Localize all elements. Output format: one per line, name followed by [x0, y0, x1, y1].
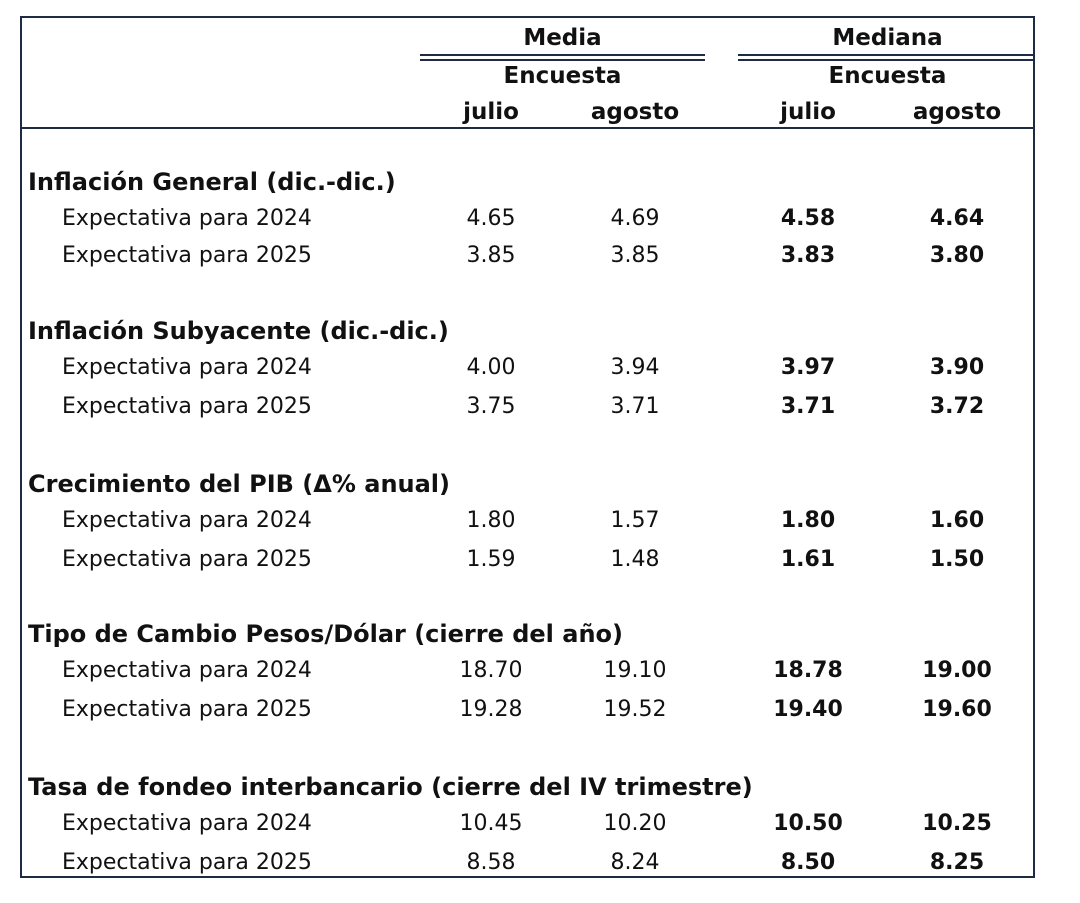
- row-label: Expectativa para 2024: [62, 355, 312, 380]
- mediana-agosto-value: 1.60: [929, 508, 985, 533]
- media-julio-value: 18.70: [459, 658, 523, 683]
- mediana-julio-value: 18.78: [773, 658, 843, 683]
- mediana-agosto-value: 19.60: [922, 697, 992, 722]
- media-julio-header: julio: [463, 99, 519, 125]
- mediana-agosto-value: 8.25: [929, 850, 985, 875]
- mediana-julio-value: 3.83: [780, 243, 836, 268]
- mediana-header: Mediana: [832, 25, 943, 51]
- row-label: Expectativa para 2025: [62, 243, 312, 268]
- mediana-julio-value: 3.71: [780, 394, 836, 419]
- mediana-julio-value: 3.97: [780, 355, 836, 380]
- media-julio-value: 3.85: [466, 243, 516, 268]
- mediana-double-rule: [738, 54, 1035, 61]
- mediana-julio-value: 4.58: [780, 206, 836, 231]
- media-julio-value: 8.58: [466, 850, 516, 875]
- mediana-agosto-value: 19.00: [922, 658, 992, 683]
- mediana-agosto-header: agosto: [912, 99, 1002, 125]
- row-label: Expectativa para 2024: [62, 508, 312, 533]
- mediana-julio-value: 8.50: [780, 850, 836, 875]
- section-title-crecimiento-pib: Crecimiento del PIB (Δ% anual): [28, 470, 451, 498]
- media-agosto-header: agosto: [590, 99, 680, 125]
- media-agosto-value: 19.52: [603, 697, 667, 722]
- mediana-agosto-value: 3.90: [929, 355, 985, 380]
- row-label: Expectativa para 2025: [62, 547, 312, 572]
- section-title-tipo-de-cambio: Tipo de Cambio Pesos/Dólar (cierre del a…: [28, 620, 623, 648]
- section-title-inflacion-general: Inflación General (dic.-dic.): [28, 168, 396, 196]
- media-julio-value: 10.45: [459, 811, 523, 836]
- row-label: Expectativa para 2025: [62, 394, 312, 419]
- mediana-agosto-value: 4.64: [929, 206, 985, 231]
- media-julio-value: 1.59: [466, 547, 516, 572]
- media-agosto-value: 10.20: [603, 811, 667, 836]
- mediana-agosto-value: 10.25: [922, 811, 992, 836]
- media-header: Media: [523, 25, 602, 51]
- mediana-agosto-value: 1.50: [929, 547, 985, 572]
- mediana-agosto-value: 3.80: [929, 243, 985, 268]
- media-agosto-value: 3.71: [610, 394, 660, 419]
- mediana-agosto-value: 3.72: [929, 394, 985, 419]
- row-label: Expectativa para 2025: [62, 850, 312, 875]
- row-label: Expectativa para 2024: [62, 811, 312, 836]
- media-double-rule: [420, 54, 705, 61]
- mediana-julio-value: 1.61: [780, 547, 836, 572]
- section-title-inflacion-subyacente: Inflación Subyacente (dic.-dic.): [28, 317, 449, 345]
- media-agosto-value: 4.69: [610, 206, 660, 231]
- mediana-julio-value: 1.80: [780, 508, 836, 533]
- media-julio-value: 4.00: [466, 355, 516, 380]
- header-rule: [22, 127, 1033, 129]
- media-julio-value: 3.75: [466, 394, 516, 419]
- media-julio-value: 19.28: [459, 697, 523, 722]
- section-title-tasa-de-fondeo: Tasa de fondeo interbancario (cierre del…: [28, 773, 753, 801]
- mediana-julio-value: 10.50: [773, 811, 843, 836]
- media-agosto-value: 19.10: [603, 658, 667, 683]
- mediana-encuesta-label: Encuesta: [828, 63, 947, 89]
- media-julio-value: 1.80: [466, 508, 516, 533]
- mediana-julio-value: 19.40: [773, 697, 843, 722]
- media-agosto-value: 3.85: [610, 243, 660, 268]
- media-agosto-value: 1.48: [610, 547, 660, 572]
- media-julio-value: 4.65: [466, 206, 516, 231]
- media-agosto-value: 3.94: [610, 355, 660, 380]
- media-agosto-value: 8.24: [610, 850, 660, 875]
- mediana-julio-header: julio: [780, 99, 836, 125]
- row-label: Expectativa para 2024: [62, 658, 312, 683]
- row-label: Expectativa para 2024: [62, 206, 312, 231]
- expectations-table: Media Mediana Encuesta Encuesta julio ag…: [20, 16, 1035, 878]
- row-label: Expectativa para 2025: [62, 697, 312, 722]
- media-agosto-value: 1.57: [610, 508, 660, 533]
- media-encuesta-label: Encuesta: [503, 63, 622, 89]
